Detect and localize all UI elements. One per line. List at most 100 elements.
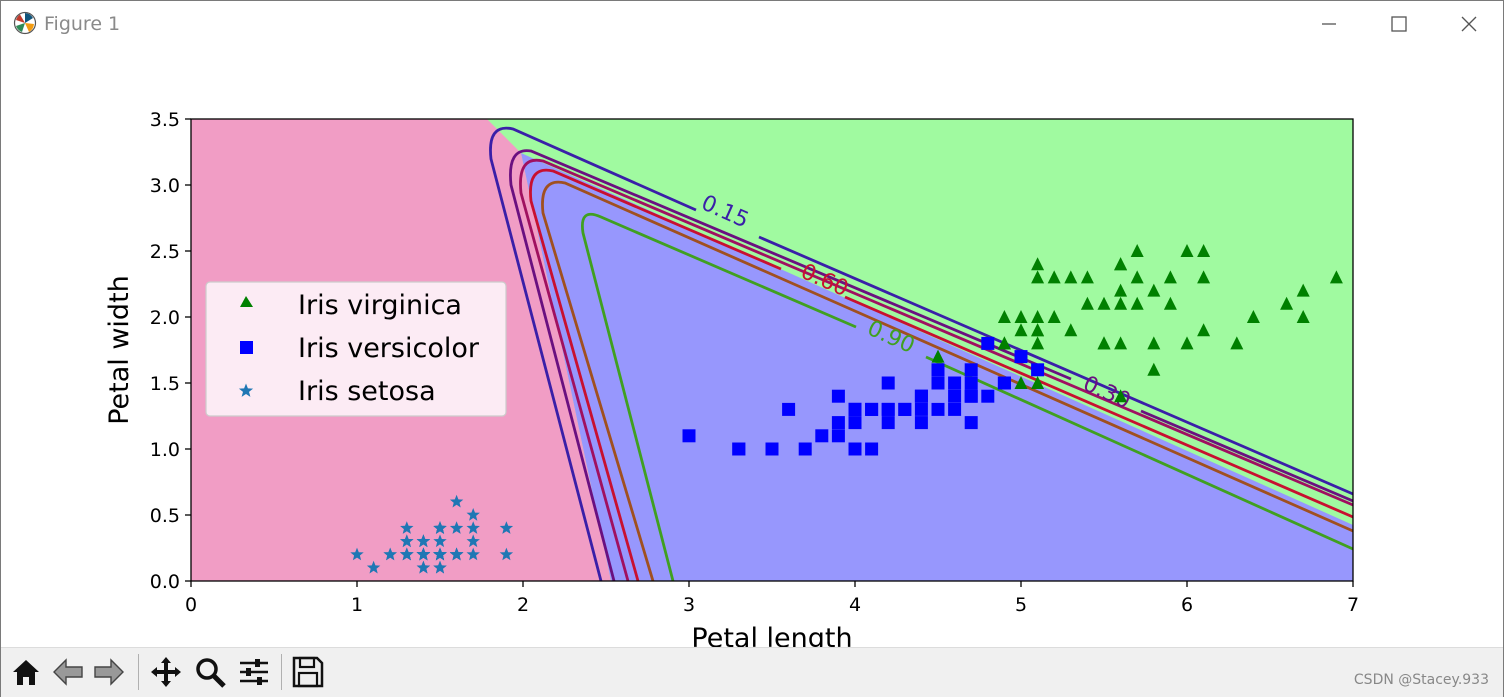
point-versicolor [948, 376, 962, 390]
point-virginica [1197, 270, 1211, 284]
point-setosa [449, 547, 464, 561]
point-virginica [1064, 270, 1078, 284]
point-virginica [1031, 376, 1045, 389]
point-versicolor [914, 402, 928, 416]
point-virginica [1047, 310, 1061, 323]
point-virginica [1296, 310, 1310, 323]
sliders-icon [240, 659, 268, 685]
point-versicolor [931, 363, 945, 377]
contour-line-0.45 [519, 158, 1353, 581]
close-button[interactable] [1451, 9, 1487, 39]
data-points [350, 244, 1343, 574]
point-versicolor [865, 402, 879, 416]
x-tick-label: 3 [683, 594, 695, 616]
point-versicolor [1031, 363, 1045, 377]
home-button[interactable] [7, 652, 45, 692]
point-virginica [1014, 310, 1028, 323]
point-versicolor [682, 429, 696, 443]
point-virginica [1080, 270, 1094, 284]
point-virginica [1031, 336, 1045, 350]
point-versicolor [997, 376, 1011, 390]
point-virginica [1147, 283, 1161, 297]
point-virginica [1180, 244, 1194, 257]
legend-label-setosa: Iris setosa [298, 376, 436, 407]
point-virginica [1031, 323, 1045, 337]
x-tick-label: 2 [517, 594, 529, 616]
x-tick-label: 7 [1347, 594, 1359, 616]
point-virginica [1080, 296, 1094, 310]
point-virginica [997, 310, 1011, 323]
point-versicolor [848, 442, 862, 456]
point-virginica [1064, 323, 1078, 337]
minimize-button[interactable] [1311, 9, 1347, 39]
configure-subplots-button[interactable] [235, 652, 273, 692]
pan-button[interactable] [147, 652, 185, 692]
point-versicolor [848, 402, 862, 416]
point-versicolor [831, 429, 845, 443]
point-virginica [1197, 244, 1211, 257]
legend-box [205, 281, 507, 417]
y-tick-label: 1.0 [150, 439, 180, 461]
probability-contours [489, 126, 1353, 581]
forward-arrow-icon [94, 658, 124, 686]
point-virginica [931, 349, 945, 363]
point-setosa [416, 534, 431, 548]
point-setosa [466, 534, 480, 548]
legend: Iris virginica Iris versicolor Iris seto… [205, 281, 507, 417]
x-tick-label: 5 [1015, 594, 1027, 616]
point-setosa [466, 547, 480, 561]
point-versicolor [865, 442, 879, 456]
point-setosa [433, 534, 447, 548]
title-bar[interactable]: Figure 1 [1, 1, 1503, 47]
forward-button[interactable] [90, 652, 128, 692]
x-axis-ticks: 0 1 2 3 4 5 6 7 [185, 581, 1359, 616]
minimize-icon [1322, 23, 1336, 25]
point-setosa [449, 494, 464, 508]
contour-line-0.15 [489, 126, 1353, 581]
contour-line-0.75 [541, 180, 1353, 581]
point-virginica [1230, 336, 1244, 350]
point-versicolor [898, 402, 912, 416]
point-virginica [1130, 296, 1144, 310]
x-axis-label: Petal length [691, 623, 852, 647]
toolbar-separator [138, 654, 139, 690]
point-versicolor [914, 416, 928, 430]
back-button[interactable] [49, 652, 87, 692]
point-setosa [416, 560, 431, 574]
point-versicolor [782, 402, 796, 416]
point-setosa [499, 521, 514, 534]
point-versicolor [881, 376, 895, 390]
point-virginica [1014, 323, 1028, 337]
point-setosa [449, 521, 464, 534]
save-button[interactable] [289, 652, 327, 692]
matplotlib-icon [13, 11, 37, 35]
navigation-toolbar: CSDN @Stacey.933 [1, 647, 1503, 697]
back-arrow-icon [53, 658, 83, 686]
y-tick-label: 0.5 [150, 505, 180, 527]
point-versicolor [831, 416, 845, 430]
point-virginica [1197, 323, 1211, 337]
zoom-button[interactable] [191, 652, 229, 692]
zoom-icon [196, 658, 226, 688]
y-tick-label: 3.0 [150, 175, 180, 197]
point-setosa [416, 547, 431, 561]
point-setosa [433, 521, 447, 534]
point-virginica [1114, 257, 1128, 271]
point-virginica [1280, 296, 1294, 310]
point-versicolor [948, 402, 962, 416]
point-versicolor [815, 429, 829, 443]
maximize-button[interactable] [1381, 9, 1417, 39]
x-tick-label: 4 [849, 594, 861, 616]
close-icon [1461, 16, 1477, 32]
x-tick-label: 0 [185, 594, 197, 616]
point-setosa [466, 521, 480, 534]
point-versicolor [981, 336, 995, 350]
window-title: Figure 1 [44, 13, 121, 35]
home-icon [13, 660, 39, 685]
point-virginica [1031, 257, 1045, 271]
point-virginica [1114, 336, 1128, 350]
point-versicolor [881, 402, 895, 416]
point-virginica [1097, 336, 1111, 350]
